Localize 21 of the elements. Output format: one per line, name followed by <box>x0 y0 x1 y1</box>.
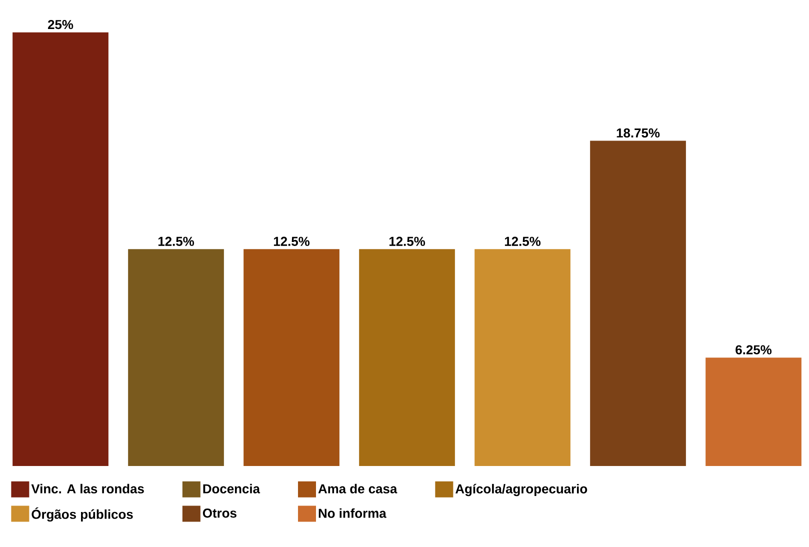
bar <box>12 32 108 466</box>
data-label: 18.75% <box>616 128 660 138</box>
legend-label: Vinc. A las rondas <box>31 484 144 494</box>
legend-label: Agícola/agropecuario <box>455 484 588 496</box>
data-label: 12.5% <box>158 236 194 246</box>
bar <box>359 249 455 466</box>
bar <box>128 249 224 466</box>
legend-label: Órgãos públicos <box>32 507 133 522</box>
bar <box>706 358 802 466</box>
data-label: 25% <box>48 20 74 30</box>
bar <box>474 249 570 466</box>
legend-label: Otros <box>202 508 236 518</box>
legend-label: Ama de casa <box>318 484 398 494</box>
data-label: 12.5% <box>274 236 310 246</box>
data-label: 12.5% <box>389 236 426 246</box>
data-label: 12.5% <box>504 236 541 246</box>
legend-label: No informa <box>318 508 386 518</box>
legend-label: Docencia <box>203 484 260 494</box>
bar <box>590 140 686 466</box>
data-label: 6.25% <box>736 345 772 354</box>
bar <box>244 249 340 466</box>
